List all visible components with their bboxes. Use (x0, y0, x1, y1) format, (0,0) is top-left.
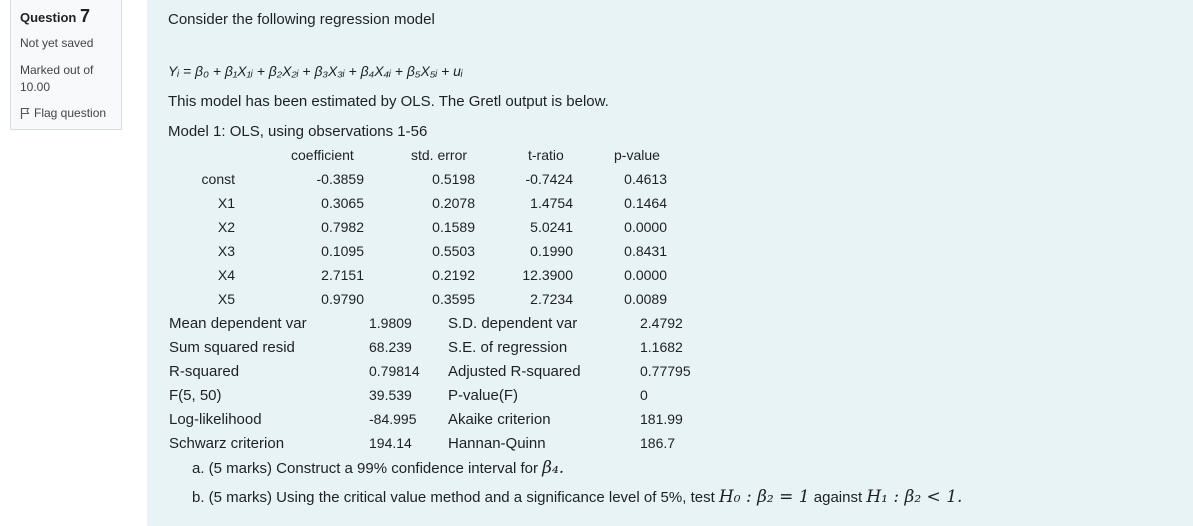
row-coef: 2.7151 (321, 267, 364, 283)
row-p: 0.8431 (624, 243, 667, 259)
row-t: -0.7424 (525, 171, 573, 187)
question-label: Question (20, 10, 77, 25)
stat-value: 0 (640, 387, 648, 403)
stat-value: -84.995 (369, 411, 417, 427)
stat-label: R-squared (169, 363, 240, 380)
row-se: 0.2078 (432, 195, 475, 211)
row-t: 2.7234 (530, 291, 573, 307)
row-name: X1 (217, 195, 235, 211)
flag-icon (20, 107, 30, 119)
header-p-value: p-value (614, 147, 660, 163)
stat-value: 2.4792 (640, 315, 683, 331)
question-info-panel: Question 7 Not yet saved Marked out of 1… (10, 0, 122, 130)
flag-question-label: Flag question (34, 106, 107, 120)
part-a: a. (5 marks) Construct a 99% confidence … (192, 458, 564, 478)
stat-label: S.D. dependent var (448, 315, 578, 332)
row-se: 0.5198 (432, 171, 475, 187)
stat-label: Akaike criterion (448, 411, 551, 428)
row-coef: 0.9790 (321, 291, 364, 307)
question-number-value: 7 (79, 6, 90, 26)
intro-text: Consider the following regression model (168, 11, 435, 28)
part-b: b. (5 marks) Using the critical value me… (192, 487, 962, 507)
estimation-note: This model has been estimated by OLS. Th… (168, 93, 609, 110)
header-t-ratio: t-ratio (528, 147, 564, 163)
stat-label: Sum squared resid (169, 339, 295, 356)
row-se: 0.1589 (432, 219, 475, 235)
row-name: X4 (217, 267, 235, 283)
row-name: const (201, 171, 235, 187)
stat-value: 1.9809 (369, 315, 412, 331)
marks-value: 10.00 (20, 80, 51, 94)
stat-label: Mean dependent var (169, 315, 307, 332)
row-se: 0.5503 (432, 243, 475, 259)
stat-value: 68.239 (369, 339, 412, 355)
stat-value: 194.14 (369, 435, 412, 451)
stat-label: Hannan-Quinn (448, 435, 546, 452)
header-std-error: std. error (411, 147, 468, 163)
row-coef: -0.3859 (316, 171, 364, 187)
question-content: Consider the following regression model … (147, 0, 1193, 526)
flag-question-button[interactable]: Flag question (20, 106, 106, 120)
row-coef: 0.1095 (321, 243, 364, 259)
row-p: 0.0000 (624, 219, 667, 235)
stat-label: S.E. of regression (448, 339, 568, 356)
row-se: 0.2192 (432, 267, 475, 283)
save-status: Not yet saved (20, 36, 94, 50)
row-p: 0.0000 (624, 267, 667, 283)
stat-label: Log-likelihood (169, 411, 262, 428)
stat-label: P-value(F) (448, 387, 519, 404)
regression-equation: Yᵢ = β₀ + β₁X₁ᵢ + β₂X₂ᵢ + β₃X₃ᵢ + β₄X₄ᵢ … (168, 63, 463, 79)
part-b-text: b. (5 marks) Using the critical value me… (192, 489, 719, 506)
stat-value: 186.7 (640, 435, 676, 451)
row-coef: 0.3065 (321, 195, 364, 211)
stat-value: 0.77795 (640, 363, 691, 379)
row-p: 0.0089 (624, 291, 667, 307)
header-coefficient: coefficient (291, 147, 354, 163)
row-se: 0.3595 (432, 291, 475, 307)
row-name: X3 (217, 243, 235, 259)
stat-value: 0.79814 (369, 363, 420, 379)
model-title: Model 1: OLS, using observations 1-56 (168, 123, 428, 140)
question-number: Question 7 (20, 6, 90, 27)
row-p: 0.4613 (624, 171, 667, 187)
row-t: 0.1990 (530, 243, 573, 259)
stat-label: Adjusted R-squared (448, 363, 581, 380)
stat-label: F(5, 50) (169, 387, 222, 404)
row-t: 5.0241 (530, 219, 573, 235)
stat-value: 181.99 (640, 411, 683, 427)
part-a-math: β₄. (542, 458, 565, 478)
stat-label: Schwarz criterion (169, 435, 285, 452)
part-b-alternative-hypothesis: H₁ : β₂ < 1. (866, 487, 963, 507)
part-b-null-hypothesis: H₀ : β₂ = 1 (718, 487, 810, 507)
part-b-against: against (809, 489, 867, 506)
row-t: 12.3900 (522, 267, 573, 283)
row-p: 0.1464 (624, 195, 667, 211)
row-name: X2 (217, 219, 235, 235)
part-a-text: a. (5 marks) Construct a 99% confidence … (192, 460, 543, 477)
row-t: 1.4754 (530, 195, 573, 211)
row-coef: 0.7982 (321, 219, 364, 235)
stat-value: 1.1682 (640, 339, 683, 355)
marks-label: Marked out of (20, 63, 94, 77)
row-name: X5 (217, 291, 235, 307)
stat-value: 39.539 (369, 387, 412, 403)
